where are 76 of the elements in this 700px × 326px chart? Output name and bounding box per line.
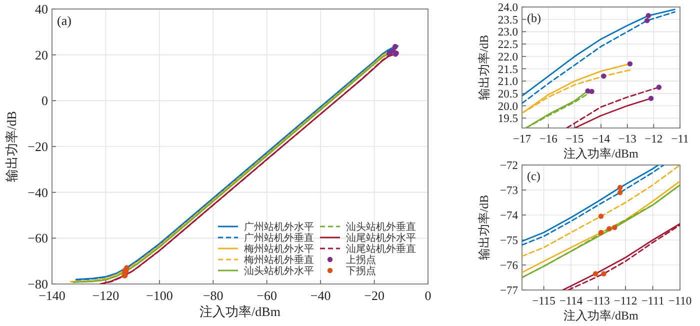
y-axis-title: 输出功率/dB: [477, 34, 491, 100]
legend-label: 广州站机外水平: [244, 221, 314, 234]
x-tick-label: −20: [364, 288, 384, 303]
x-axis-title: 注入功率/dBm: [200, 304, 280, 319]
x-tick-label: −112: [614, 296, 638, 308]
annotation: (b): [527, 11, 541, 25]
legend-label: 汕头站机外水平: [244, 265, 314, 278]
y-tick-label: 19.5: [498, 113, 518, 126]
point: [617, 190, 623, 196]
point: [627, 61, 633, 66]
x-tick-label: −114: [559, 296, 583, 308]
y-tick-label: −76: [500, 260, 518, 272]
y-tick-label: −40: [28, 184, 48, 200]
legend-label: 广州站机外垂直: [244, 232, 314, 244]
annotation: (a): [57, 13, 72, 28]
legend-label: 汕尾站机外水平: [346, 232, 416, 244]
y-tick-label: 21.5: [498, 64, 518, 76]
x-tick-label: −60: [256, 288, 278, 303]
y-tick-label: −73: [500, 185, 518, 198]
x-tick-label: −40: [310, 288, 331, 303]
y-tick-label: 40: [35, 2, 48, 17]
point: [606, 226, 612, 232]
point: [592, 271, 598, 276]
y-tick-label: −60: [28, 230, 48, 246]
legend-label: 汕尾站机外垂直: [346, 243, 416, 256]
x-tick-label: 0: [424, 288, 432, 303]
x-tick-label: −13: [618, 134, 637, 146]
y-tick-label: 21.0: [498, 76, 518, 88]
point: [648, 96, 654, 101]
y-tick-label: −74: [500, 210, 518, 222]
point: [589, 88, 594, 94]
y-tick-label: 22.5: [498, 39, 518, 52]
line-series: [522, 165, 680, 257]
x-tick-label: −115: [532, 296, 556, 308]
legend-label: 梅州站机外垂直: [243, 254, 314, 266]
point: [601, 271, 606, 276]
y-tick-label: 22.0: [498, 51, 518, 64]
y-tick-label: −75: [500, 235, 518, 248]
x-tick-label: −100: [146, 288, 173, 303]
point: [598, 214, 604, 219]
legend-label: 汕头站机外垂直: [346, 221, 416, 234]
point: [598, 230, 604, 236]
point: [646, 13, 651, 18]
y-tick-label: 20.0: [498, 100, 518, 113]
point: [617, 184, 623, 190]
x-tick-label: −17: [513, 134, 532, 146]
x-tick-label: −12: [644, 134, 663, 146]
legend-label: 上拐点: [346, 254, 376, 266]
y-axis-title: 输出功率/dB: [4, 110, 19, 182]
x-tick-label: −11: [671, 134, 690, 146]
y-tick-label: 24.0: [498, 2, 518, 14]
legend-label: 梅州站机外水平: [243, 243, 314, 256]
x-tick-label: −80: [202, 288, 224, 303]
y-tick-label: 23.0: [498, 26, 518, 39]
x-tick-label: −15: [566, 134, 584, 146]
point: [601, 74, 606, 79]
y-tick-label: 23.5: [498, 14, 518, 26]
y-tick-label: −77: [500, 285, 518, 298]
y-tick-label: −72: [500, 160, 518, 172]
x-tick-label: −111: [641, 296, 664, 308]
x-tick-label: −113: [586, 296, 610, 308]
x-tick-label: −110: [668, 296, 692, 308]
x-tick-label: −120: [92, 288, 120, 303]
annotation: (c): [527, 169, 540, 183]
point: [612, 224, 618, 230]
point: [644, 18, 650, 24]
y-axis-title: 输出功率/dB: [477, 194, 491, 260]
x-tick-label: −16: [539, 134, 558, 146]
x-axis-title: 注入功率/dBm: [564, 146, 639, 160]
x-tick-label: −14: [592, 134, 610, 146]
legend-label: 下拐点: [346, 265, 376, 278]
y-tick-label: 20.5: [498, 88, 518, 100]
x-axis-title: 注入功率/dBm: [564, 308, 639, 322]
y-tick-label: 20: [35, 47, 48, 62]
point: [656, 84, 662, 90]
y-tick-label: 0: [42, 93, 48, 108]
